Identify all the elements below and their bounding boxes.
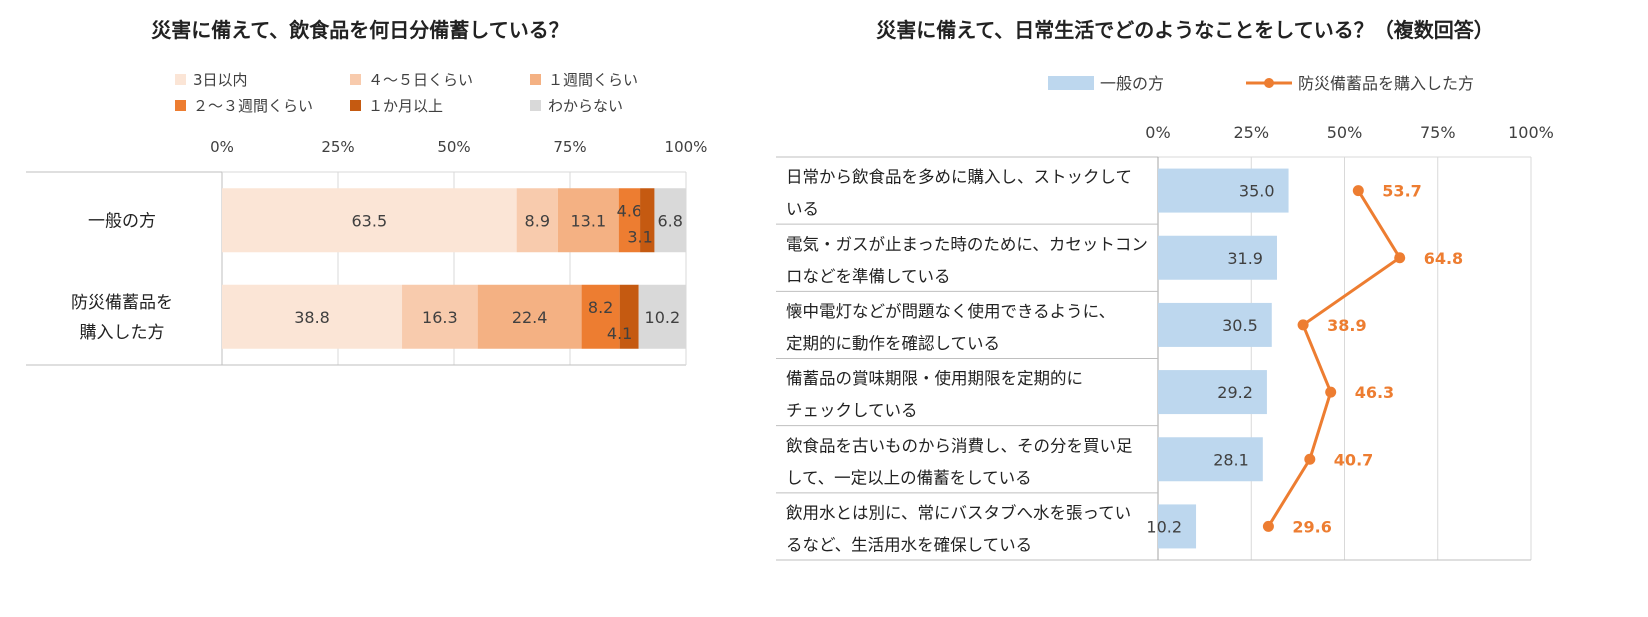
category-label: チェックしている <box>786 401 918 420</box>
line-data-label: 64.8 <box>1424 249 1463 268</box>
line-data-label: 46.3 <box>1355 383 1394 402</box>
data-label: 16.3 <box>422 308 458 327</box>
bar <box>1158 504 1197 549</box>
category-label: 備蓄品の賞味期限・使用期限を定期的に <box>786 369 1083 388</box>
line-point <box>1297 319 1309 331</box>
x-tick-label: 25% <box>1233 123 1269 142</box>
category-label: ロなどを準備している <box>786 267 951 286</box>
data-label: 8.9 <box>525 211 550 230</box>
line-point <box>1304 453 1316 465</box>
line-data-label: 29.6 <box>1292 517 1331 536</box>
data-label: 38.8 <box>294 308 330 327</box>
legend-swatch <box>1048 76 1094 90</box>
bar-segment <box>516 188 558 253</box>
legend-label: ２～３週間くらい <box>193 97 313 115</box>
bar-segment <box>654 188 686 253</box>
line-point <box>1394 252 1406 264</box>
x-tick-label: 75% <box>553 138 586 156</box>
legend-label: 3日以内 <box>193 71 248 89</box>
category-label: いる <box>786 200 819 219</box>
legend-swatch <box>350 100 361 111</box>
line-data-label: 40.7 <box>1334 450 1373 469</box>
data-label: 35.0 <box>1239 182 1275 201</box>
data-label: 8.2 <box>588 298 613 317</box>
data-label: 10.2 <box>645 308 681 327</box>
legend-label: １か月以上 <box>368 97 443 115</box>
legend-swatch <box>530 100 541 111</box>
category-label: 一般の方 <box>88 211 156 231</box>
bar-segment <box>638 284 686 349</box>
line-point <box>1352 185 1364 197</box>
data-label: 30.5 <box>1222 316 1258 335</box>
data-label: 3.1 <box>627 227 652 246</box>
legend-label: ４～５日くらい <box>368 71 473 89</box>
category-label: 飲用水とは別に、常にバスタブへ水を張ってい <box>786 502 1131 522</box>
category-label: 懐中電灯などが問題なく使用できるように、 <box>786 302 1115 321</box>
bar <box>1158 168 1289 213</box>
data-label: 4.6 <box>617 201 642 220</box>
data-label: 31.9 <box>1227 249 1263 268</box>
legend-label: わからない <box>548 97 623 115</box>
line-point <box>1262 520 1274 532</box>
bar-segment <box>581 284 620 349</box>
category-label: 定期的に動作を確認している <box>786 334 1000 353</box>
legend-label: 防災備蓄品を購入した方 <box>1298 74 1474 93</box>
data-label: 28.1 <box>1213 450 1249 469</box>
x-tick-label: 50% <box>437 138 470 156</box>
data-label: 29.2 <box>1217 383 1253 402</box>
bar <box>1158 370 1267 415</box>
left-stacked-bar-chart: 3日以内 ４～５日くらい １週間くらい ２～３週間くらい １か月以上 わからない 0% 25%… <box>26 71 708 366</box>
bar-segment <box>619 284 639 349</box>
x-tick-label: 0% <box>1145 123 1170 142</box>
bar <box>1158 235 1277 280</box>
category-label: 日常から飲食品を多めに購入し、ストックして <box>786 168 1132 187</box>
x-tick-label: 75% <box>1420 123 1456 142</box>
bar-segment <box>222 284 403 349</box>
x-tick-label: 100% <box>665 138 708 156</box>
right-chart-title: 災害に備えて、日常生活でどのようなことをしている？（複数回答） <box>876 18 1494 42</box>
data-label: 4.1 <box>607 324 632 343</box>
legend-label: 一般の方 <box>1100 74 1164 93</box>
legend-swatch <box>350 74 361 85</box>
data-label: 13.1 <box>571 211 607 230</box>
category-label: 購入した方 <box>80 323 165 343</box>
bar-segment <box>477 284 582 349</box>
legend-label: １週間くらい <box>548 71 638 89</box>
bar <box>1158 437 1263 482</box>
legend-swatch <box>530 74 541 85</box>
x-tick-label: 0% <box>210 138 234 156</box>
bar-segment <box>618 188 641 253</box>
legend-marker <box>1264 78 1274 88</box>
line-point <box>1325 386 1337 398</box>
data-label: 6.8 <box>657 211 682 230</box>
bar <box>1158 302 1272 347</box>
category-label: 飲食品を古いものから消費し、その分を買い足 <box>786 436 1133 455</box>
bar-segment <box>557 188 619 253</box>
category-label: 防災備蓄品を <box>71 293 173 313</box>
right-bar-line-chart: 一般の方 防災備蓄品を購入した方 0% 25% 50% 75% 100% 日常から飲食品を多め… <box>776 74 1554 561</box>
x-tick-label: 50% <box>1327 123 1363 142</box>
line-data-label: 53.7 <box>1382 182 1421 201</box>
category-label: るなど、生活用水を確保している <box>786 535 1032 554</box>
data-label: 63.5 <box>352 211 388 230</box>
bar-segment <box>402 284 478 349</box>
data-label: 22.4 <box>512 308 548 327</box>
data-label: 10.2 <box>1146 517 1182 536</box>
left-chart-title: 災害に備えて、飲食品を何日分備蓄している？ <box>151 18 569 42</box>
bar-segment <box>222 188 517 253</box>
series-line <box>1267 189 1402 528</box>
legend-swatch <box>175 100 186 111</box>
category-label: して、一定以上の備蓄をしている <box>786 468 1032 487</box>
line-data-label: 38.9 <box>1327 316 1366 335</box>
x-tick-label: 100% <box>1508 123 1554 142</box>
x-tick-label: 25% <box>321 138 354 156</box>
bar-segment <box>640 188 655 253</box>
legend-swatch <box>175 74 186 85</box>
category-label: 電気・ガスが止まった時のために、カセットコン <box>786 235 1148 254</box>
